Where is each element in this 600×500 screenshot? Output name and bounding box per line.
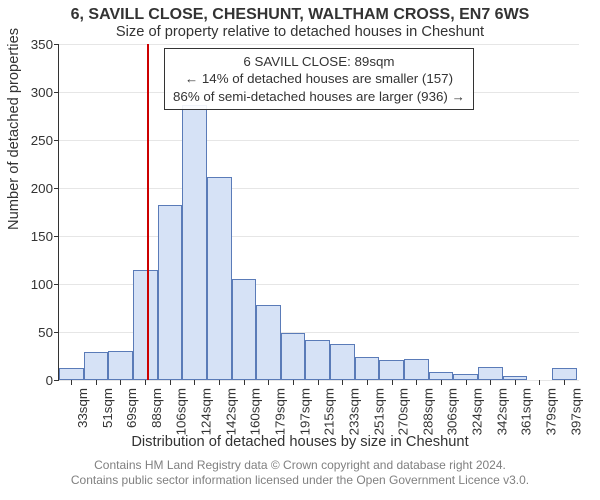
x-tick [194,380,195,385]
histogram-bar [552,368,577,380]
footer-line-1: Contains HM Land Registry data © Crown c… [94,458,506,472]
histogram-bar [182,105,207,380]
y-tick [54,44,59,45]
x-tick-label: 33sqm [75,388,90,428]
x-tick-label: 160sqm [248,388,263,435]
x-tick-label: 270sqm [396,388,411,435]
histogram-bar [404,359,429,380]
y-tick [54,188,59,189]
footer-line-2: Contains public sector information licen… [71,473,529,487]
annotation-box: 6 SAVILL CLOSE: 89sqm← 14% of detached h… [164,48,474,110]
histogram-bar [108,351,133,380]
x-tick [441,380,442,385]
histogram-bar [133,270,158,380]
x-axis-label: Distribution of detached houses by size … [0,434,600,450]
annotation-line: ← 14% of detached houses are smaller (15… [173,70,465,87]
x-tick [466,380,467,385]
x-tick [515,380,516,385]
y-tick [54,92,59,93]
annotation-line: 86% of semi-detached houses are larger (… [173,88,465,105]
x-tick-label: 233sqm [346,388,361,435]
y-tick-label: 0 [23,373,53,388]
histogram-bar [84,352,109,380]
x-tick [367,380,368,385]
x-tick-label: 142sqm [223,388,238,435]
y-tick-label: 350 [23,37,53,52]
x-tick-label: 361sqm [519,388,534,435]
histogram-bar [429,372,454,380]
grid-line [59,380,579,381]
x-tick-label: 51sqm [100,388,115,428]
grid-line [59,140,579,141]
x-tick-label: 397sqm [568,388,583,435]
histogram-bar [158,205,183,380]
x-tick [342,380,343,385]
x-tick-label: 106sqm [174,388,189,435]
y-tick-label: 100 [23,277,53,292]
histogram-bar [355,357,380,380]
x-tick [318,380,319,385]
y-tick [54,236,59,237]
y-tick-label: 150 [23,229,53,244]
y-tick-label: 200 [23,181,53,196]
x-tick-label: 379sqm [543,388,558,435]
histogram-bar [281,333,306,380]
y-tick-label: 300 [23,85,53,100]
grid-line [59,236,579,237]
histogram-bar [478,367,503,380]
y-tick [54,284,59,285]
y-tick [54,332,59,333]
footer-attribution: Contains HM Land Registry data © Crown c… [0,458,600,488]
y-axis-label: Number of detached properties [6,28,22,230]
chart-title: 6, SAVILL CLOSE, CHESHUNT, WALTHAM CROSS… [0,6,600,24]
grid-line [59,188,579,189]
x-tick [293,380,294,385]
reference-line [147,44,149,380]
chart-subtitle: Size of property relative to detached ho… [0,24,600,40]
x-tick [268,380,269,385]
histogram-bar [256,305,281,380]
annotation-line: 6 SAVILL CLOSE: 89sqm [173,53,465,70]
plot-area: 05010015020025030035033sqm51sqm69sqm88sq… [58,44,579,381]
y-tick-label: 250 [23,133,53,148]
x-tick-label: 88sqm [149,388,164,428]
x-tick [145,380,146,385]
histogram-bar [232,279,257,380]
y-tick [54,140,59,141]
y-tick [54,380,59,381]
histogram-bar [330,344,355,380]
x-tick [120,380,121,385]
y-tick-label: 50 [23,325,53,340]
x-tick-label: 288sqm [420,388,435,435]
histogram-bar [379,360,404,380]
x-tick [244,380,245,385]
x-tick-label: 324sqm [470,388,485,435]
x-tick [96,380,97,385]
x-tick [170,380,171,385]
x-tick-label: 179sqm [272,388,287,435]
x-tick-label: 197sqm [297,388,312,435]
x-tick [564,380,565,385]
x-tick-label: 306sqm [445,388,460,435]
x-tick [539,380,540,385]
x-tick [392,380,393,385]
histogram-bar [305,340,330,380]
x-tick-label: 251sqm [371,388,386,435]
x-tick-label: 124sqm [198,388,213,435]
x-tick-label: 69sqm [124,388,139,428]
x-tick-label: 342sqm [494,388,509,435]
x-tick [490,380,491,385]
x-tick-label: 215sqm [322,388,337,435]
histogram-bar [207,177,232,380]
x-tick [71,380,72,385]
x-tick [416,380,417,385]
grid-line [59,44,579,45]
histogram-bar [59,368,84,380]
x-tick [219,380,220,385]
